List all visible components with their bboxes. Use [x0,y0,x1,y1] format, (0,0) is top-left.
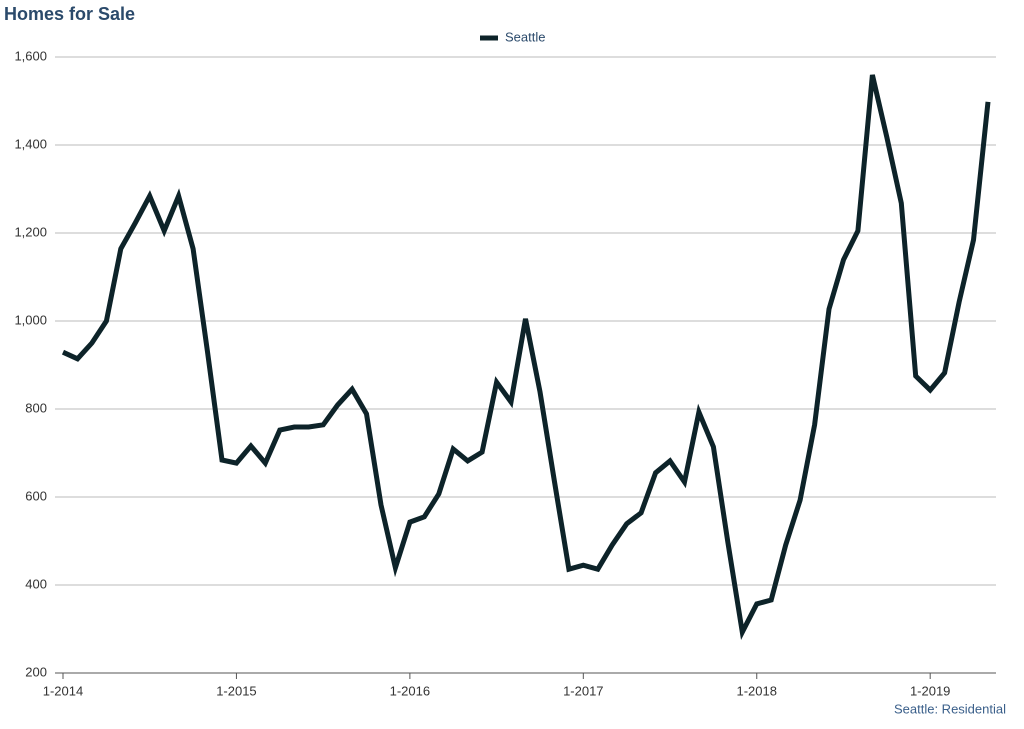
chart-title: Homes for Sale [4,4,135,24]
x-tick-label: 1-2018 [737,683,777,698]
x-tick-label: 1-2015 [216,683,256,698]
line-series [61,74,991,641]
x-tick-label: 1-2017 [563,683,603,698]
y-tick-label: 800 [25,400,47,415]
x-tick-label: 1-2016 [390,683,430,698]
y-tick-label: 1,200 [14,224,47,239]
x-tick-label: 1-2019 [910,683,950,698]
y-tick-label: 1,000 [14,312,47,327]
y-tick-label: 400 [25,576,47,591]
y-tick-label: 1,400 [14,136,47,151]
y-tick-label: 1,600 [14,48,47,63]
legend-label: Seattle [505,29,545,44]
footer: Seattle: Residential [894,701,1006,716]
x-tick-label: 1-2014 [43,683,83,698]
y-tick-label: 200 [25,664,47,679]
y-tick-label: 600 [25,488,47,503]
